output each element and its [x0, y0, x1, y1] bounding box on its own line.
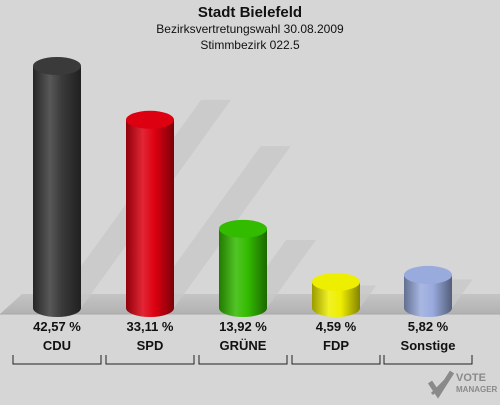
- bar-gr-ne: [219, 219, 267, 317]
- category-bracket: [12, 355, 102, 365]
- bar-sonstige: [404, 265, 452, 317]
- category-label: Sonstige: [400, 338, 456, 353]
- bar-spd: [126, 110, 174, 318]
- checkmark-icon: [428, 370, 455, 399]
- chart-subtitle-district: Stimmbezirk 022.5: [200, 38, 300, 52]
- category-bracket: [383, 355, 473, 365]
- category-bracket: [198, 355, 288, 365]
- bar-shadow: [144, 146, 291, 308]
- category-label: FDP: [323, 338, 349, 353]
- value-label: 13,92 %: [219, 319, 267, 334]
- category-label: SPD: [136, 338, 164, 353]
- category-label: GRÜNE: [219, 338, 267, 353]
- value-label: 5,82 %: [407, 319, 449, 334]
- category-bracket: [291, 355, 381, 365]
- logo-line2: MANAGER: [456, 385, 498, 394]
- chart-title: Stadt Bielefeld: [197, 4, 303, 21]
- value-label: 33,11 %: [126, 319, 174, 334]
- category-bracket: [105, 355, 195, 365]
- logo-line1: VOTE: [456, 372, 486, 384]
- value-label: 4,59 %: [315, 319, 357, 334]
- bar-cdu: [33, 57, 81, 317]
- bar-fdp: [312, 272, 360, 317]
- chart-subtitle: Bezirksvertretungswahl 30.08.2009: [156, 22, 344, 36]
- value-label: 42,57 %: [33, 319, 81, 334]
- vote-manager-logo: VOTE MANAGER: [428, 370, 498, 399]
- category-label: CDU: [42, 338, 72, 353]
